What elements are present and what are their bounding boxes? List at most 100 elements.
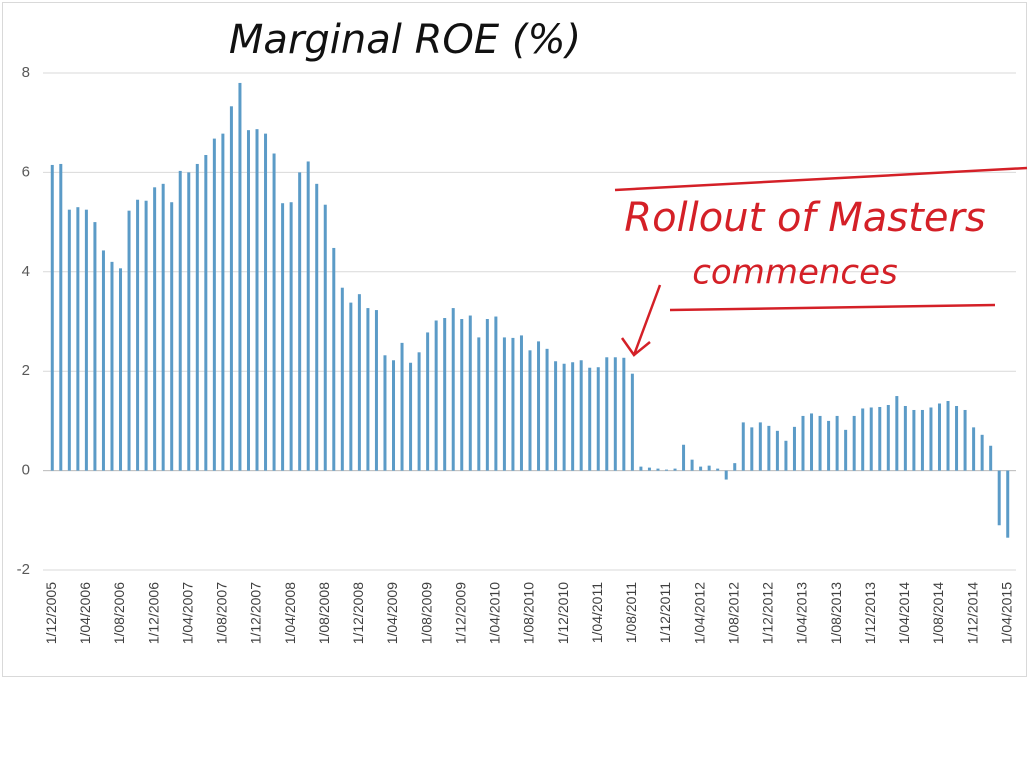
annotation-text: Rollout of Masters bbox=[624, 195, 985, 241]
x-tick-label: 1/04/2010 bbox=[487, 582, 503, 644]
bar bbox=[562, 363, 566, 471]
x-tick-label: 1/08/2006 bbox=[111, 582, 127, 644]
bar bbox=[869, 407, 873, 471]
bar bbox=[613, 357, 617, 471]
bar bbox=[519, 335, 523, 471]
bar bbox=[511, 337, 515, 471]
bar bbox=[545, 348, 549, 471]
annotation-arrow bbox=[620, 284, 662, 357]
bar bbox=[332, 247, 336, 471]
bar bbox=[955, 405, 959, 471]
y-tick-label: -2 bbox=[17, 561, 30, 578]
x-tick-label: 1/12/2005 bbox=[43, 582, 59, 644]
bar bbox=[946, 401, 950, 471]
bar bbox=[741, 422, 745, 471]
bar bbox=[409, 362, 413, 471]
bar bbox=[630, 373, 634, 471]
bar bbox=[588, 367, 592, 471]
x-tick-label: 1/12/2009 bbox=[452, 582, 468, 644]
bar bbox=[596, 367, 600, 471]
x-tick-label: 1/04/2013 bbox=[794, 582, 810, 644]
bar bbox=[84, 209, 88, 471]
bar bbox=[827, 420, 831, 471]
bar bbox=[895, 396, 899, 471]
bar bbox=[144, 200, 148, 471]
bar bbox=[136, 199, 140, 471]
y-tick-label: 0 bbox=[22, 462, 30, 479]
bar bbox=[229, 106, 233, 471]
annotation-line bbox=[614, 166, 1028, 192]
bar bbox=[119, 268, 123, 471]
bar bbox=[255, 129, 259, 471]
bar bbox=[537, 341, 541, 471]
x-tick-label: 1/12/2014 bbox=[964, 582, 980, 644]
bars bbox=[50, 82, 1010, 538]
bar bbox=[1006, 470, 1010, 538]
x-tick-label: 1/08/2010 bbox=[521, 582, 537, 644]
bar bbox=[153, 187, 157, 471]
bar bbox=[792, 426, 796, 471]
bar bbox=[963, 409, 967, 471]
bar bbox=[784, 440, 788, 471]
bar bbox=[434, 320, 438, 471]
y-tick-label: 2 bbox=[22, 362, 30, 379]
x-tick-label: 1/04/2009 bbox=[384, 582, 400, 644]
bar bbox=[443, 318, 447, 471]
bar bbox=[656, 468, 660, 471]
bar bbox=[664, 469, 668, 471]
bar bbox=[383, 355, 387, 471]
x-tick-label: 1/08/2011 bbox=[623, 582, 639, 643]
x-tick-label: 1/08/2014 bbox=[930, 582, 946, 644]
annotation-underline bbox=[669, 303, 996, 312]
bar bbox=[852, 415, 856, 471]
bar bbox=[750, 427, 754, 471]
bar bbox=[639, 466, 643, 471]
bar bbox=[246, 130, 250, 471]
bar bbox=[485, 319, 489, 471]
bar bbox=[477, 337, 481, 471]
bar bbox=[357, 294, 361, 471]
bar bbox=[844, 429, 848, 471]
bar bbox=[571, 362, 575, 471]
y-tick-label: 4 bbox=[22, 263, 30, 280]
bar bbox=[460, 319, 464, 471]
x-tick-label: 1/12/2007 bbox=[248, 582, 264, 644]
bar bbox=[127, 210, 131, 471]
bar bbox=[716, 468, 720, 471]
bar bbox=[281, 203, 285, 471]
bar bbox=[758, 422, 762, 471]
bar bbox=[315, 183, 319, 471]
bar bbox=[195, 163, 199, 471]
bar bbox=[161, 183, 165, 471]
bar bbox=[59, 163, 63, 471]
bar bbox=[178, 170, 182, 471]
bar bbox=[767, 425, 771, 471]
bar bbox=[528, 350, 532, 471]
bar bbox=[101, 250, 105, 471]
bar bbox=[451, 308, 455, 471]
x-tick-label: 1/08/2007 bbox=[214, 582, 230, 644]
bar bbox=[861, 408, 865, 471]
bar bbox=[50, 164, 54, 471]
bar bbox=[733, 463, 737, 471]
annotation-text: commences bbox=[692, 253, 898, 293]
bar bbox=[392, 360, 396, 471]
bar bbox=[340, 287, 344, 471]
x-tick-label: 1/08/2013 bbox=[828, 582, 844, 644]
bar bbox=[980, 434, 984, 471]
bar bbox=[554, 361, 558, 471]
x-tick-label: 1/12/2011 bbox=[657, 582, 673, 643]
bar bbox=[972, 427, 976, 471]
bar bbox=[937, 403, 941, 471]
x-tick-label: 1/08/2009 bbox=[418, 582, 434, 644]
bar bbox=[707, 465, 711, 471]
x-tick-label: 1/12/2013 bbox=[862, 582, 878, 644]
bar bbox=[920, 409, 924, 471]
x-tick-label: 1/12/2010 bbox=[555, 582, 571, 644]
chart-title: Marginal ROE (%) bbox=[229, 17, 581, 63]
bar bbox=[417, 352, 421, 471]
bar bbox=[886, 404, 890, 471]
x-tick-label: 1/04/2008 bbox=[282, 582, 298, 644]
bar bbox=[605, 357, 609, 471]
